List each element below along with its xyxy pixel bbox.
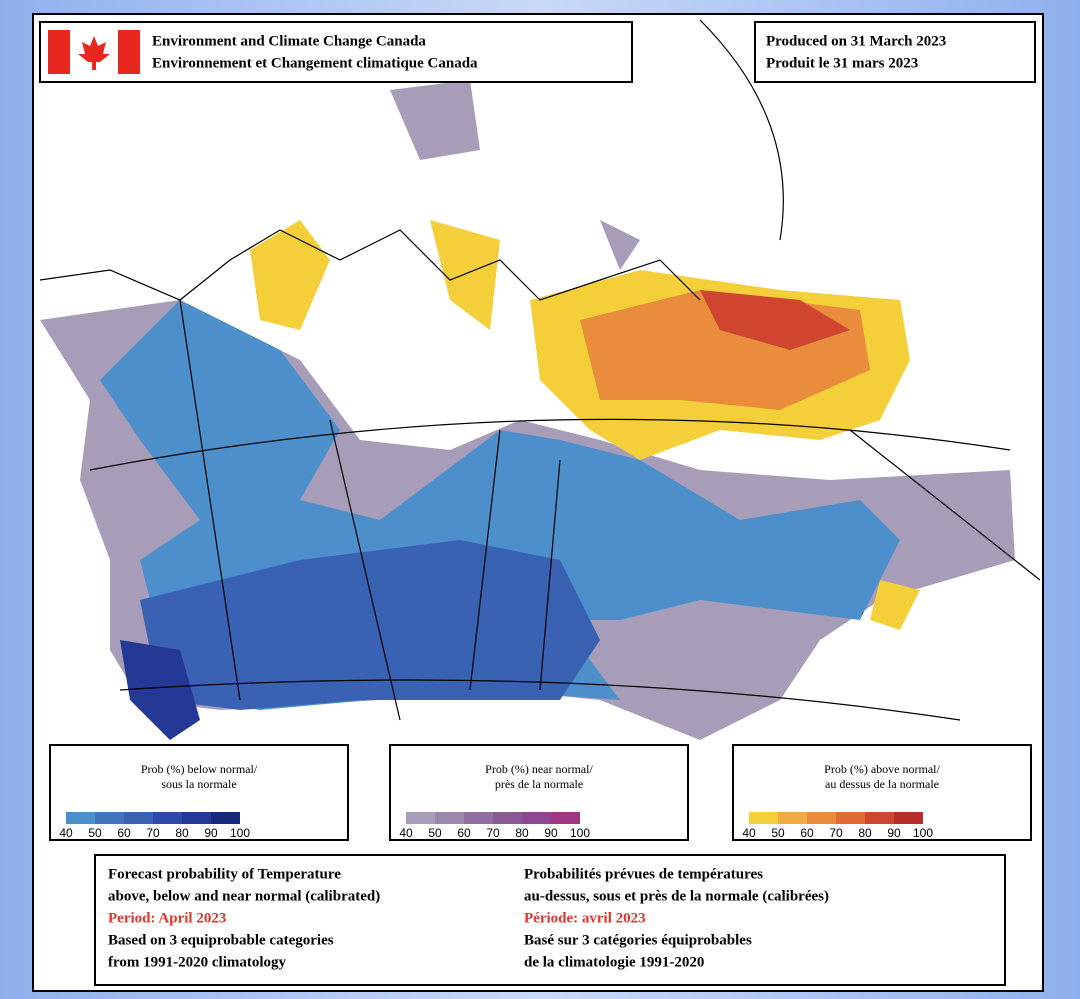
legend-swatch bbox=[211, 812, 240, 824]
map-outlines bbox=[39, 19, 1041, 721]
legend-swatch bbox=[493, 812, 522, 824]
legend-title: sous la normale bbox=[161, 777, 236, 791]
legend-box bbox=[389, 744, 689, 841]
legend-tick-label: 60 bbox=[457, 826, 471, 840]
legend-tick-label: 80 bbox=[858, 826, 872, 840]
footer-line: Based on 3 equiprobable categories bbox=[108, 932, 334, 948]
legend-title: au dessus de la normale bbox=[825, 777, 939, 791]
legend-tick-label: 80 bbox=[175, 826, 189, 840]
near-normal-area bbox=[390, 80, 480, 160]
legend-tick-label: 70 bbox=[829, 826, 843, 840]
legend-swatch bbox=[124, 812, 153, 824]
legend-swatch bbox=[66, 812, 95, 824]
legend-swatch bbox=[865, 812, 894, 824]
produced-fr: Produit le 31 mars 2023 bbox=[766, 55, 918, 71]
legend-swatch bbox=[435, 812, 464, 824]
footer-line: from 1991-2020 climatology bbox=[108, 954, 287, 970]
legend-tick-label: 60 bbox=[800, 826, 814, 840]
above-normal-area bbox=[870, 580, 920, 630]
legend-tick-label: 100 bbox=[230, 826, 250, 840]
legend-tick-label: 40 bbox=[399, 826, 413, 840]
legend-tick-label: 80 bbox=[515, 826, 529, 840]
legend-swatch bbox=[95, 812, 124, 824]
legend-title: Prob (%) below normal/ bbox=[141, 762, 258, 776]
legend-swatch bbox=[182, 812, 211, 824]
footer-line: above, below and near normal (calibrated… bbox=[108, 888, 380, 904]
footer-line: de la climatologie 1991-2020 bbox=[524, 954, 704, 970]
legend-tick-label: 50 bbox=[428, 826, 442, 840]
footer-line: Forecast probability of Temperature bbox=[108, 866, 341, 882]
border-line bbox=[119, 679, 961, 721]
legend-swatch bbox=[522, 812, 551, 824]
footer-line: au-dessus, sous et près de la normale (c… bbox=[524, 888, 829, 904]
legend-tick-label: 60 bbox=[117, 826, 131, 840]
legend-swatch bbox=[153, 812, 182, 824]
legend-swatch bbox=[807, 812, 836, 824]
legend-swatch bbox=[749, 812, 778, 824]
legends: Prob (%) below normal/sous la normale 40 5… bbox=[49, 744, 1032, 841]
meridian-lines bbox=[699, 19, 1041, 581]
period: Period: April 2023 bbox=[108, 910, 226, 926]
forecast-shading bbox=[40, 80, 1015, 740]
legend-tick-label: 50 bbox=[771, 826, 785, 840]
legend-tick-label: 40 bbox=[742, 826, 756, 840]
legend-tick-label: 40 bbox=[59, 826, 73, 840]
legend-tick-label: 50 bbox=[88, 826, 102, 840]
footer-line: Probabilités prévues de températures bbox=[524, 866, 763, 882]
maple-leaf bbox=[78, 36, 110, 70]
near-normal-area bbox=[600, 220, 640, 270]
produced-en: Produced on 31 March 2023 bbox=[766, 33, 946, 49]
legend-tick-label: 70 bbox=[486, 826, 500, 840]
legend-tick-label: 70 bbox=[146, 826, 160, 840]
legend-title: près de la normale bbox=[495, 777, 583, 791]
legend-tick-label: 100 bbox=[913, 826, 933, 840]
above-normal-area bbox=[250, 220, 330, 330]
legend-swatch bbox=[836, 812, 865, 824]
legend-tick-label: 90 bbox=[544, 826, 558, 840]
below-normal-core bbox=[140, 540, 600, 710]
flag-band bbox=[118, 30, 140, 74]
legend-tick-label: 100 bbox=[570, 826, 590, 840]
period: Période: avril 2023 bbox=[524, 910, 646, 926]
above-normal-strong bbox=[700, 290, 850, 350]
legend-swatch bbox=[551, 812, 580, 824]
agency-en: Environment and Climate Change Canada bbox=[152, 33, 426, 49]
date-box bbox=[754, 21, 1036, 83]
below-normal-strong bbox=[120, 640, 200, 740]
legend-tick-label: 90 bbox=[887, 826, 901, 840]
flag-band bbox=[48, 30, 70, 74]
header: Environment and Climate Change Canada En… bbox=[39, 21, 1036, 83]
legend-swatch bbox=[894, 812, 923, 824]
legend-swatch bbox=[778, 812, 807, 824]
legend-title: Prob (%) near normal/ bbox=[485, 762, 593, 776]
province-borders bbox=[179, 299, 561, 721]
coastline bbox=[39, 229, 701, 301]
legend-title: Prob (%) above normal/ bbox=[824, 762, 940, 776]
agency-fr: Environnement et Changement climatique C… bbox=[152, 55, 478, 71]
legend-box bbox=[732, 744, 1032, 841]
footer-line: Basé sur 3 catégories équiprobables bbox=[524, 932, 752, 948]
legend-swatch bbox=[464, 812, 493, 824]
footer: Forecast probability of Temperature abov… bbox=[94, 854, 1006, 986]
above-normal-area bbox=[430, 220, 500, 330]
legend-swatch bbox=[406, 812, 435, 824]
latitude-line bbox=[89, 418, 1011, 471]
legend-tick-label: 90 bbox=[204, 826, 218, 840]
legend-box bbox=[49, 744, 349, 841]
footer-box bbox=[94, 854, 1006, 986]
